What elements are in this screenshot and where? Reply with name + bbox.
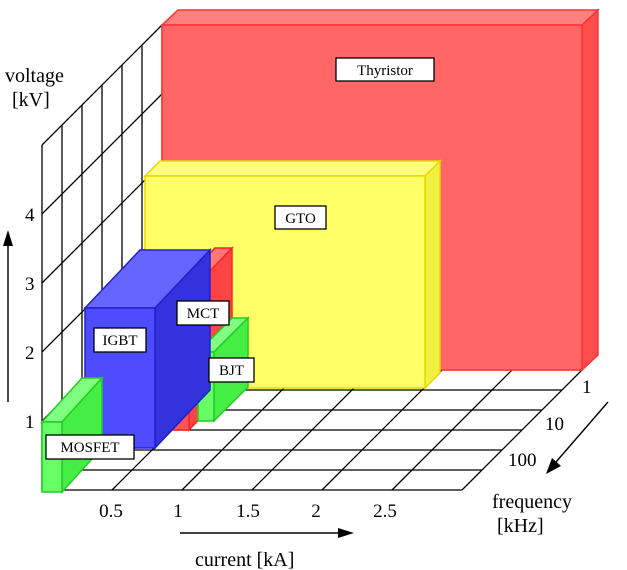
current-tick-1-5: 1.5 bbox=[236, 501, 260, 522]
current-tick-0-5: 0.5 bbox=[99, 501, 123, 522]
device-label-igbt-text: IGBT bbox=[103, 333, 138, 349]
current-axis-title: current [kA] bbox=[195, 549, 294, 570]
frequency-tick-100: 100 bbox=[508, 450, 537, 471]
device-label-mosfet-text: MOSFET bbox=[60, 440, 119, 456]
current-axis: 0.5 1 1.5 2 2.5 current [kA] bbox=[99, 501, 397, 570]
voltage-axis-unit: [kV] bbox=[12, 89, 50, 111]
voltage-axis: voltage [kV] 1 2 3 4 bbox=[3, 65, 64, 433]
voltage-tick-4: 4 bbox=[25, 205, 35, 226]
device-label-mct: MCT bbox=[176, 300, 230, 326]
current-tick-2: 2 bbox=[311, 501, 321, 522]
frequency-tick-1: 1 bbox=[582, 377, 592, 398]
device-label-mct-text: MCT bbox=[187, 306, 220, 322]
current-tick-2-5: 2.5 bbox=[373, 501, 397, 522]
voltage-tick-3: 3 bbox=[25, 274, 35, 295]
voltage-tick-1: 1 bbox=[25, 412, 35, 433]
frequency-axis-unit: [kHz] bbox=[497, 515, 544, 537]
device-label-igbt: IGBT bbox=[93, 327, 147, 353]
device-label-bjt: BJT bbox=[208, 357, 255, 383]
frequency-tick-10: 10 bbox=[545, 414, 564, 435]
device-label-bjt-text: BJT bbox=[219, 363, 244, 379]
device-label-thyristor-text: Thyristor bbox=[357, 63, 413, 79]
device-label-gto: GTO bbox=[274, 205, 327, 230]
device-label-mosfet: MOSFET bbox=[45, 434, 135, 460]
device-label-thyristor: Thyristor bbox=[335, 57, 435, 82]
frequency-axis-title: frequency bbox=[492, 491, 572, 513]
device-label-gto-text: GTO bbox=[285, 211, 316, 227]
frequency-axis: 1 10 100 frequency [kHz] bbox=[492, 377, 609, 537]
voltage-axis-title: voltage bbox=[5, 65, 64, 87]
voltage-tick-2: 2 bbox=[25, 343, 35, 364]
current-tick-1: 1 bbox=[173, 501, 183, 522]
